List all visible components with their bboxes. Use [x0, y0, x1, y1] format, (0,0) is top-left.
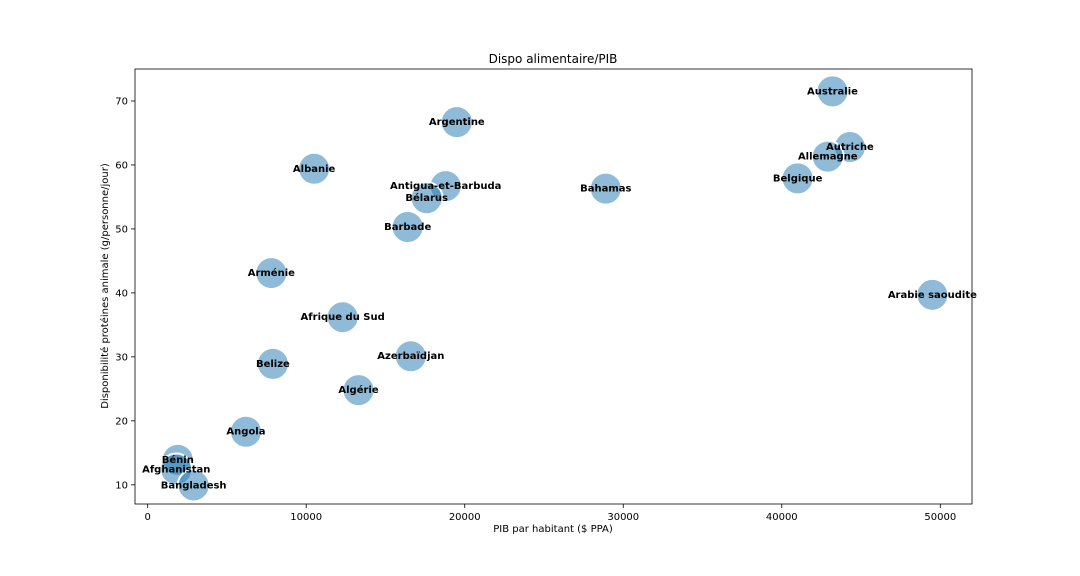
point-label: Afghanistan [142, 464, 210, 475]
data-point [390, 210, 425, 245]
point-label: Afrique du Sud [301, 312, 385, 323]
x-tick-label: 0 [144, 512, 150, 523]
y-tick-label: 30 [115, 352, 128, 363]
data-point [915, 277, 950, 312]
y-tick-label: 50 [115, 224, 128, 235]
data-point [341, 373, 376, 408]
point-label: Bélarus [405, 192, 448, 204]
point-label: Barbade [384, 222, 431, 233]
data-point [254, 256, 289, 291]
x-axis-label: PIB par habitant ($ PPA) [493, 524, 613, 535]
point-label: Belize [256, 359, 290, 370]
data-point [439, 105, 474, 140]
point-label: Bénin [162, 454, 194, 466]
point-label: Allemagne [798, 152, 858, 163]
y-axis-label: Disponibilité protéines animale (g/perso… [99, 163, 111, 409]
point-label: Angola [226, 427, 265, 438]
y-tick-label: 70 [115, 96, 128, 107]
data-point [780, 161, 815, 196]
bubbles-layer [159, 74, 950, 503]
x-tick-label: 50000 [924, 512, 956, 523]
data-point [325, 300, 360, 335]
point-label: Argentine [429, 117, 485, 128]
data-point [810, 139, 845, 174]
y-axis-ticks: 10 20 30 40 50 60 70 [115, 96, 135, 491]
data-point [297, 151, 332, 186]
x-axis-ticks: 0 10000 20000 30000 40000 50000 [144, 504, 956, 523]
point-label: Autriche [826, 142, 874, 153]
point-label: Azerbaïdjan [377, 351, 444, 362]
y-tick-label: 60 [115, 160, 128, 171]
data-point [228, 414, 263, 449]
plot-frame [134, 68, 973, 505]
point-label: Bangladesh [161, 480, 227, 491]
point-label: Antigua-et-Barbuda [390, 181, 501, 192]
point-label: Bahamas [580, 184, 631, 195]
y-tick-label: 10 [115, 480, 128, 491]
x-tick-label: 10000 [290, 512, 322, 523]
x-tick-label: 20000 [449, 512, 481, 523]
data-point [255, 346, 290, 381]
data-point [815, 74, 850, 109]
y-tick-label: 40 [115, 288, 128, 299]
point-label: Australie [807, 86, 858, 97]
point-label: Algérie [338, 384, 378, 396]
x-tick-label: 30000 [607, 512, 639, 523]
data-point [588, 171, 623, 206]
point-label: Belgique [773, 173, 823, 184]
data-point [176, 468, 211, 503]
data-point [409, 181, 444, 216]
point-label: Albanie [293, 164, 336, 175]
data-point [393, 339, 428, 374]
point-label: Arabie saoudite [888, 290, 977, 301]
chart-title: Dispo alimentaire/PIB [489, 52, 618, 66]
point-label: Arménie [248, 267, 295, 279]
x-tick-label: 40000 [766, 512, 798, 523]
y-tick-label: 20 [115, 416, 128, 427]
